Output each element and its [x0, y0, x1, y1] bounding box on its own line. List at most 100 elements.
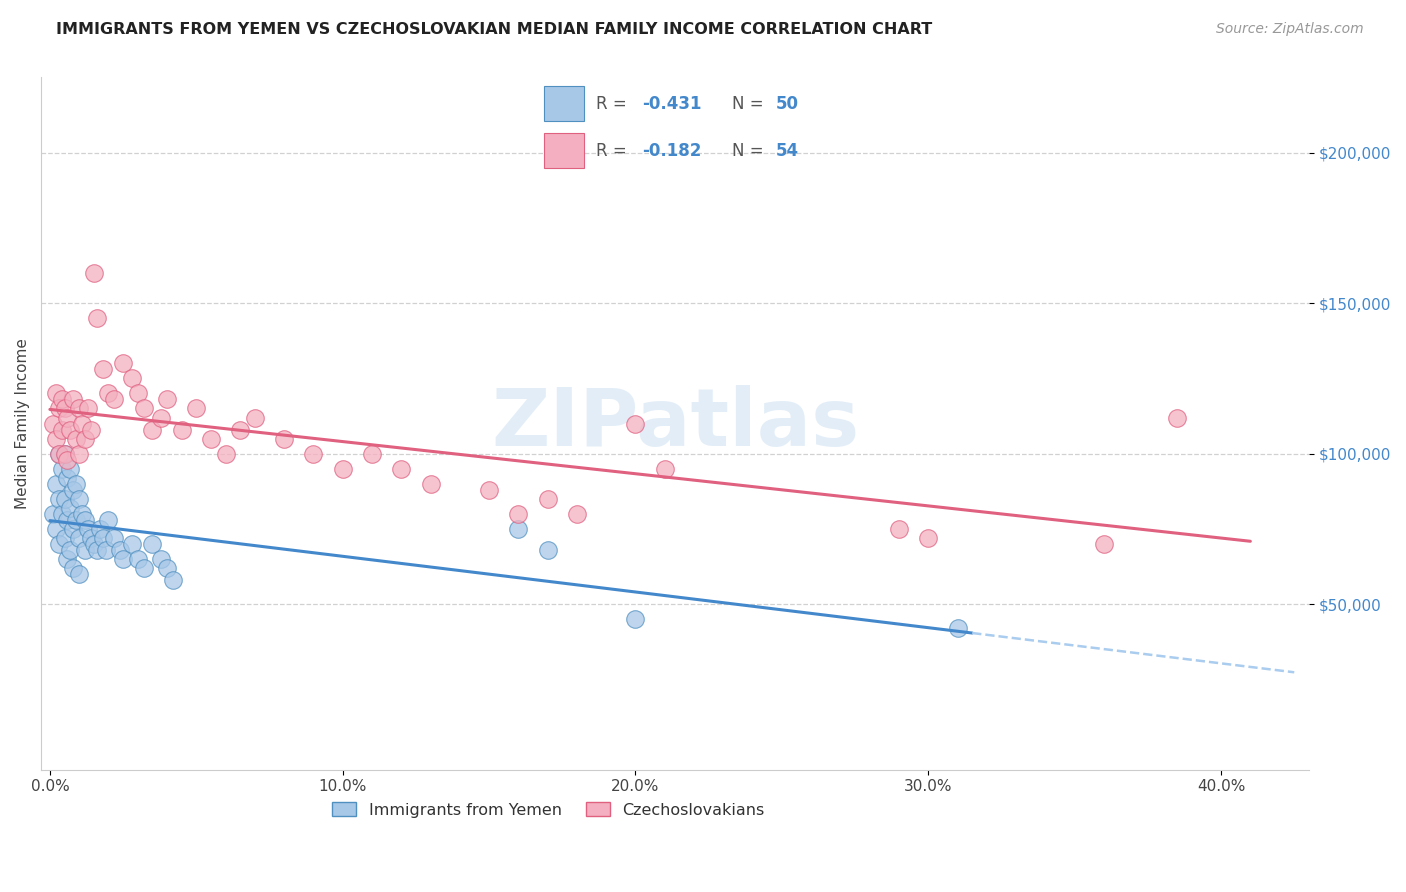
Point — [56, 452, 79, 467]
Point — [62, 522, 84, 536]
Text: 50: 50 — [776, 95, 799, 112]
Bar — [544, 87, 583, 121]
Point — [156, 561, 179, 575]
Point — [62, 483, 84, 497]
Point — [48, 401, 70, 416]
Point — [103, 392, 125, 407]
Point — [53, 531, 76, 545]
Point — [45, 522, 67, 536]
Point — [65, 476, 87, 491]
Point — [97, 513, 120, 527]
Point — [243, 410, 266, 425]
Text: -0.431: -0.431 — [643, 95, 702, 112]
Point — [45, 476, 67, 491]
Point — [419, 476, 441, 491]
Point — [121, 537, 143, 551]
Point — [917, 531, 939, 545]
Text: -0.182: -0.182 — [643, 142, 702, 160]
Point — [70, 507, 93, 521]
Point — [48, 447, 70, 461]
Point — [127, 552, 149, 566]
Point — [121, 371, 143, 385]
Point — [132, 561, 155, 575]
Point — [80, 531, 103, 545]
Point — [67, 447, 90, 461]
Point — [70, 417, 93, 431]
Point — [59, 461, 82, 475]
Point — [56, 471, 79, 485]
Point — [67, 401, 90, 416]
Point — [112, 552, 135, 566]
Point — [273, 432, 295, 446]
Point — [150, 410, 173, 425]
Point — [537, 543, 560, 558]
Point — [214, 447, 236, 461]
Point — [332, 461, 354, 475]
Point — [53, 401, 76, 416]
Point — [51, 461, 73, 475]
Point — [62, 561, 84, 575]
Point — [565, 507, 588, 521]
Point — [51, 423, 73, 437]
Point — [83, 537, 105, 551]
Point — [887, 522, 910, 536]
Point — [53, 447, 76, 461]
Point — [53, 447, 76, 461]
Point — [51, 507, 73, 521]
Point — [62, 392, 84, 407]
Point — [186, 401, 208, 416]
Text: ZIPatlas: ZIPatlas — [491, 384, 859, 463]
Point — [67, 567, 90, 582]
Point — [42, 417, 65, 431]
Point — [108, 543, 131, 558]
Point — [89, 522, 111, 536]
Point — [537, 491, 560, 506]
Point — [91, 531, 114, 545]
Point — [478, 483, 501, 497]
Point — [56, 513, 79, 527]
Point — [59, 543, 82, 558]
Point — [946, 621, 969, 635]
Point — [73, 432, 96, 446]
Point — [97, 386, 120, 401]
Point — [141, 423, 163, 437]
Point — [77, 401, 100, 416]
Point — [1092, 537, 1115, 551]
Point — [229, 423, 252, 437]
Point — [200, 432, 222, 446]
Point — [103, 531, 125, 545]
Point — [45, 432, 67, 446]
Text: 54: 54 — [776, 142, 799, 160]
Point — [51, 392, 73, 407]
Point — [302, 447, 325, 461]
Point — [141, 537, 163, 551]
Point — [53, 491, 76, 506]
Point — [73, 513, 96, 527]
Bar — [544, 133, 583, 168]
Point — [508, 507, 530, 521]
Y-axis label: Median Family Income: Median Family Income — [15, 338, 30, 509]
Point — [65, 513, 87, 527]
Point — [73, 543, 96, 558]
Text: R =: R = — [596, 142, 633, 160]
Point — [361, 447, 384, 461]
Point — [654, 461, 676, 475]
Point — [80, 423, 103, 437]
Point — [132, 401, 155, 416]
Point — [45, 386, 67, 401]
Point — [624, 417, 647, 431]
Point — [156, 392, 179, 407]
Point — [48, 447, 70, 461]
Point — [48, 537, 70, 551]
Point — [59, 500, 82, 515]
Point — [48, 491, 70, 506]
Text: N =: N = — [733, 142, 769, 160]
Text: N =: N = — [733, 95, 769, 112]
Point — [508, 522, 530, 536]
Point — [389, 461, 412, 475]
Point — [83, 266, 105, 280]
Point — [170, 423, 193, 437]
Point — [94, 543, 117, 558]
Text: Source: ZipAtlas.com: Source: ZipAtlas.com — [1216, 22, 1364, 37]
Point — [624, 612, 647, 626]
